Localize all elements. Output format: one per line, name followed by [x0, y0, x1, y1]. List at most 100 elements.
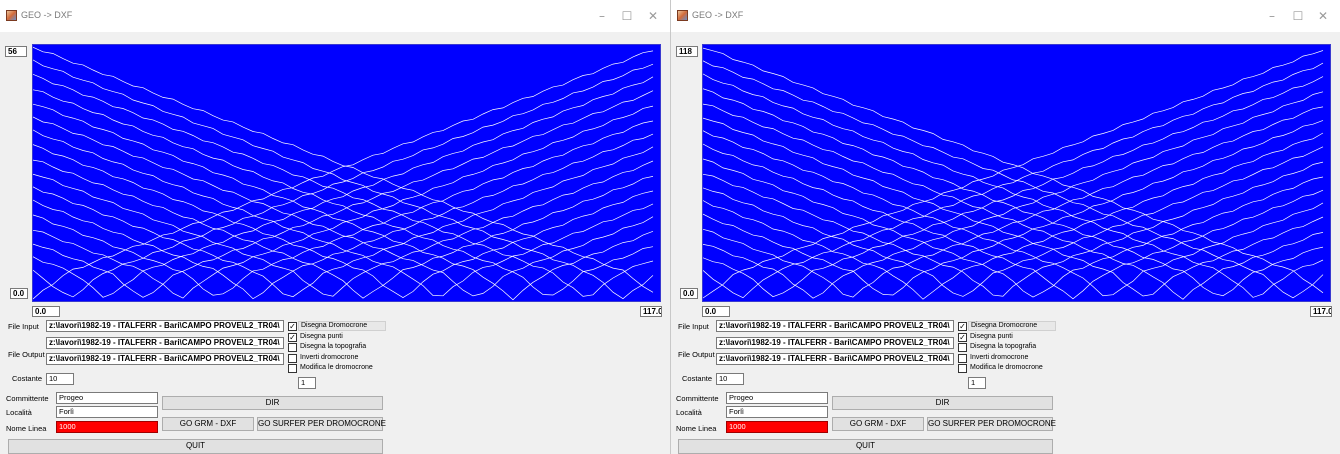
disegna-dromocrone-label[interactable]: Disegna Dromocrone: [968, 321, 1056, 331]
file-input-field[interactable]: z:\lavori\1982-19 - ITALFERR - Bari\CAMP…: [46, 320, 284, 332]
localita-input[interactable]: Forlì: [726, 406, 828, 418]
traveltime-curve: [703, 158, 1324, 298]
go-grm-dxf-button[interactable]: GO GRM - DXF: [162, 417, 254, 431]
disegna-topografia-checkbox[interactable]: [958, 343, 967, 352]
disegna-punti-label[interactable]: Disegna punti: [970, 333, 1013, 340]
title-bar[interactable]: GEO -> DXF – ☐ ✕: [0, 0, 670, 32]
go-surfer-button[interactable]: GO SURFER PER DROMOCRONE: [257, 417, 386, 431]
file-output-field-1[interactable]: z:\lavori\1982-19 - ITALFERR - Bari\CAMP…: [46, 337, 284, 349]
disegna-dromocrone-label[interactable]: Disegna Dromocrone: [298, 321, 386, 331]
go-grm-dxf-button[interactable]: GO GRM - DXF: [832, 417, 924, 431]
localita-input[interactable]: Forlì: [56, 406, 158, 418]
go-surfer-button[interactable]: GO SURFER PER DROMOCRONE: [927, 417, 1056, 431]
disegna-punti-label[interactable]: Disegna punti: [300, 333, 343, 340]
dir-button[interactable]: DIR: [832, 396, 1053, 410]
window-title: GEO -> DXF: [692, 10, 744, 20]
traveltime-curve: [33, 50, 654, 300]
traveltime-curve: [703, 76, 1324, 298]
modifica-dromocrone-label[interactable]: Modifica le dromocrone: [970, 364, 1043, 371]
dromocrone-plot: [702, 44, 1331, 302]
nome-linea-label: Nome Linea: [6, 424, 47, 433]
file-input-field[interactable]: z:\lavori\1982-19 - ITALFERR - Bari\CAMP…: [716, 320, 954, 332]
traveltime-curve: [33, 120, 654, 296]
disegna-punti-checkbox[interactable]: ✓: [958, 333, 967, 342]
localita-label: Località: [676, 408, 702, 417]
traveltime-curves: [703, 47, 1324, 300]
disegna-dromocrone-checkbox[interactable]: ✓: [288, 322, 297, 331]
geo-dxf-window-2: GEO -> DXF – ☐ ✕ 118 0.0 0.0 117.05 File…: [670, 0, 1340, 454]
costante-input[interactable]: 10: [716, 373, 744, 385]
file-input-label: File Input: [8, 322, 39, 331]
x-min-label: 0.0: [32, 306, 60, 317]
close-icon[interactable]: ✕: [647, 9, 659, 23]
x-max-label: 117.05: [640, 306, 662, 317]
inverti-dromocrone-label[interactable]: Inverti dromocrone: [300, 354, 359, 361]
traveltime-curve: [703, 103, 1324, 300]
traveltime-curve: [33, 46, 654, 293]
file-output-field-1[interactable]: z:\lavori\1982-19 - ITALFERR - Bari\CAMP…: [716, 337, 954, 349]
inverti-dromocrone-checkbox[interactable]: [958, 354, 967, 363]
nome-linea-input[interactable]: 1000: [56, 421, 158, 433]
traveltime-curve: [33, 116, 654, 297]
committente-input[interactable]: Progeo: [726, 392, 828, 404]
traveltime-curve: [703, 60, 1324, 299]
costante-label: Costante: [682, 374, 713, 383]
traveltime-curve: [33, 129, 654, 297]
traveltime-curve: [33, 146, 654, 298]
y-min-label: 0.0: [10, 288, 28, 299]
dir-button[interactable]: DIR: [162, 396, 383, 410]
traveltime-curve: [33, 105, 654, 299]
file-output-field-2[interactable]: z:\lavori\1982-19 - ITALFERR - Bari\CAMP…: [46, 353, 284, 365]
traveltime-curve: [703, 47, 1324, 294]
maximize-icon[interactable]: ☐: [1292, 9, 1304, 23]
disegna-dromocrone-checkbox[interactable]: ✓: [958, 322, 967, 331]
committente-label: Committente: [676, 394, 719, 403]
modifica-dromocrone-label[interactable]: Modifica le dromocrone: [300, 364, 373, 371]
nome-linea-input[interactable]: 1000: [726, 421, 828, 433]
traveltime-curve: [33, 63, 654, 298]
file-input-label: File Input: [678, 322, 709, 331]
dromocrone-plot: [32, 44, 661, 302]
y-min-label: 0.0: [680, 288, 698, 299]
maximize-icon[interactable]: ☐: [621, 9, 633, 23]
modifica-value-input[interactable]: 1: [298, 377, 316, 389]
committente-input[interactable]: Progeo: [56, 392, 158, 404]
costante-input[interactable]: 10: [46, 373, 74, 385]
disegna-topografia-label[interactable]: Disegna la topografia: [300, 343, 367, 350]
committente-label: Committente: [6, 394, 49, 403]
disegna-punti-checkbox[interactable]: ✓: [288, 333, 297, 342]
close-icon[interactable]: ✕: [1317, 9, 1329, 23]
quit-button[interactable]: QUIT: [8, 439, 383, 454]
y-max-label: 56: [5, 46, 27, 57]
disegna-topografia-label[interactable]: Disegna la topografia: [970, 343, 1037, 350]
file-output-label: File Output: [8, 350, 45, 359]
geo-dxf-window-1: GEO -> DXF – ☐ ✕ 56 0.0 0.0 117.05 File …: [0, 0, 670, 454]
traveltime-curve: [33, 159, 654, 299]
modifica-dromocrone-checkbox[interactable]: [288, 364, 297, 373]
modifica-value-input[interactable]: 1: [968, 377, 986, 389]
traveltime-curve: [33, 73, 654, 297]
modifica-dromocrone-checkbox[interactable]: [958, 364, 967, 373]
localita-label: Località: [6, 408, 32, 417]
window-title: GEO -> DXF: [21, 10, 73, 20]
traveltime-curve: [703, 106, 1324, 298]
minimize-icon[interactable]: –: [599, 9, 605, 23]
minimize-icon[interactable]: –: [1269, 9, 1275, 23]
inverti-dromocrone-checkbox[interactable]: [288, 354, 297, 363]
traveltime-curve: [33, 89, 654, 296]
title-bar[interactable]: GEO -> DXF – ☐ ✕: [671, 0, 1340, 32]
file-output-label: File Output: [678, 350, 715, 359]
app-icon: [677, 10, 688, 21]
traveltime-curve: [703, 161, 1324, 297]
x-min-label: 0.0: [702, 306, 730, 317]
disegna-topografia-checkbox[interactable]: [288, 343, 297, 352]
traveltime-curve: [33, 59, 654, 300]
quit-button[interactable]: QUIT: [678, 439, 1053, 454]
file-output-field-2[interactable]: z:\lavori\1982-19 - ITALFERR - Bari\CAMP…: [716, 353, 954, 365]
traveltime-curve: [703, 91, 1324, 299]
x-max-label: 117.05: [1310, 306, 1332, 317]
traveltime-curve: [33, 160, 654, 297]
traveltime-curve: [703, 62, 1324, 299]
traveltime-curve: [33, 144, 654, 299]
inverti-dromocrone-label[interactable]: Inverti dromocrone: [970, 354, 1029, 361]
